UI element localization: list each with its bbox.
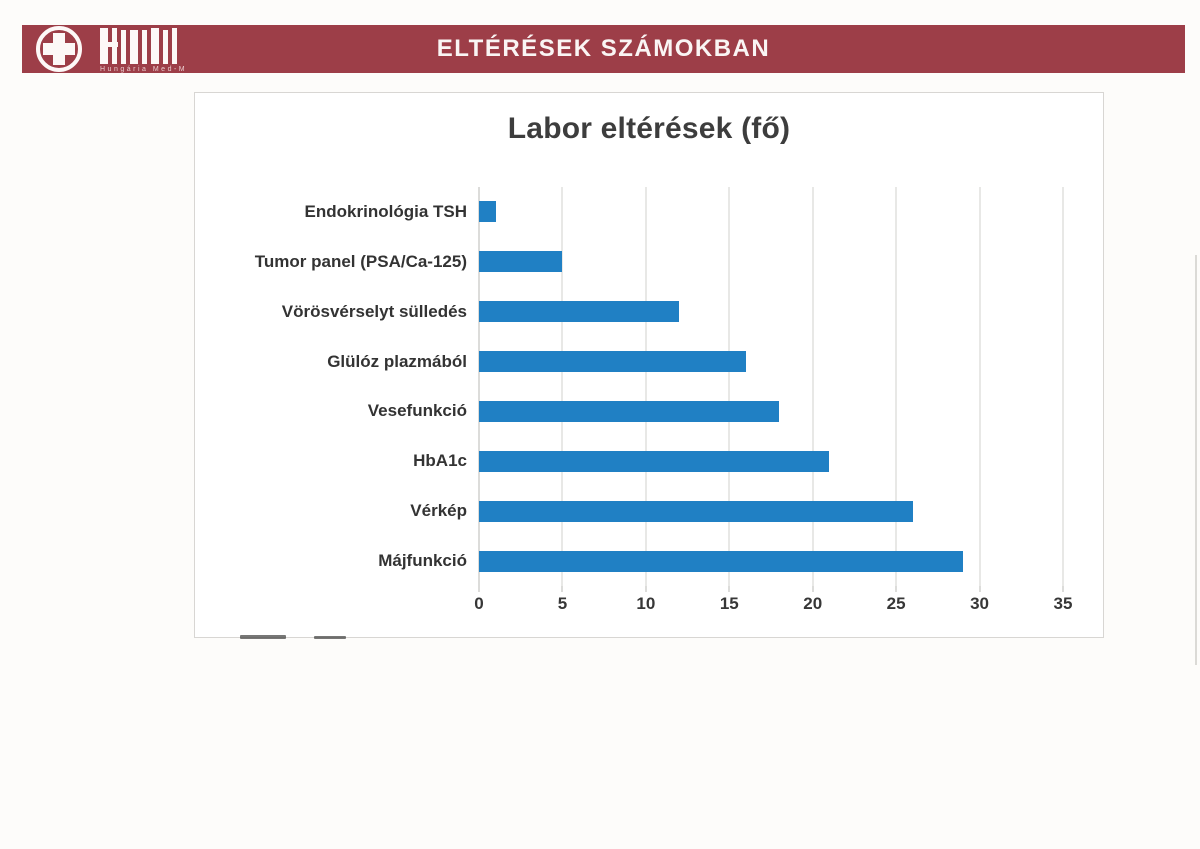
chart-row — [479, 287, 1063, 337]
category-label: Endokrinológia TSH — [304, 201, 467, 221]
bar-6 — [479, 450, 830, 472]
category-label: Vörösvérselyt sülledés — [281, 301, 467, 321]
logo-bar — [163, 30, 168, 64]
tick-mark — [979, 586, 981, 592]
category-axis: Endokrinológia TSH Tumor panel (PSA/Ca-12… — [205, 187, 467, 586]
scan-smudge — [314, 636, 346, 639]
scan-smudge — [240, 635, 286, 639]
bar-3 — [479, 301, 680, 323]
gridline — [645, 187, 647, 586]
category-label: Vérkép — [410, 501, 467, 521]
tick-mark — [895, 586, 897, 592]
x-tick-label: 10 — [636, 594, 656, 613]
logo-subtext: Hungária Med-M — [100, 66, 188, 73]
logo-bar — [142, 30, 147, 64]
tick-mark — [478, 586, 480, 592]
gridline — [1062, 187, 1064, 586]
bar-chart-plot-area — [478, 187, 1064, 592]
bar-1 — [479, 201, 496, 223]
logo-bar — [172, 28, 177, 64]
medical-cross-icon — [36, 26, 82, 72]
logo-bar — [151, 28, 159, 64]
chart-row — [479, 436, 1063, 486]
x-tick-label: 20 — [803, 594, 823, 613]
cross-horizontal-arm — [43, 43, 75, 55]
category-label: HbA1c — [413, 451, 467, 471]
bar-8 — [479, 550, 963, 572]
logo-bar — [100, 28, 108, 64]
x-tick-label: 30 — [970, 594, 990, 613]
x-tick-label: 15 — [719, 594, 739, 613]
x-tick-label: 35 — [1053, 594, 1073, 613]
bar-7 — [479, 500, 913, 522]
chart-row — [479, 387, 1063, 437]
category-label: Tumor panel (PSA/Ca-125) — [254, 251, 467, 271]
category-label: Glülóz plazmából — [327, 351, 467, 371]
gridline — [895, 187, 897, 586]
bar-5 — [479, 400, 780, 422]
chart-row — [479, 536, 1063, 586]
chart-row — [479, 237, 1063, 287]
chart-panel: Labor eltérések (fő) Endokrinológia TSH T… — [194, 92, 1104, 638]
gridline — [478, 187, 480, 586]
bar-series — [479, 187, 1063, 586]
x-tick-label: 0 — [474, 594, 484, 613]
bar-2 — [479, 251, 563, 273]
chart-row — [479, 187, 1063, 237]
chart-row — [479, 337, 1063, 387]
gridline — [979, 187, 981, 586]
gridline — [812, 187, 814, 586]
tick-mark — [728, 586, 730, 592]
category-label: Vesefunkció — [367, 401, 467, 421]
logo-h-crossbar — [108, 42, 118, 47]
tick-mark — [561, 586, 563, 592]
tick-mark — [812, 586, 814, 592]
logo-bar — [121, 30, 126, 64]
header-bar: Hungária Med-M ELTÉRÉSEK SZÁMOKBAN — [22, 25, 1185, 73]
x-tick-label: 5 — [557, 594, 568, 613]
bar-4 — [479, 351, 746, 373]
logo: Hungária Med-M — [36, 22, 206, 76]
chart-row — [479, 486, 1063, 536]
gridline — [728, 187, 730, 586]
x-tick-label: 25 — [886, 594, 906, 613]
tick-mark — [645, 586, 647, 592]
value-axis: 0 5 10 15 20 25 30 35 — [474, 594, 1072, 618]
logo-bar — [130, 30, 138, 64]
scan-edge-artifact — [1195, 255, 1197, 665]
gridline — [561, 187, 563, 586]
category-label: Májfunkció — [378, 551, 467, 571]
tick-mark — [1062, 586, 1064, 592]
chart-title: Labor eltérések (fő) — [507, 112, 791, 145]
page-title: ELTÉRÉSEK SZÁMOKBAN — [436, 35, 771, 62]
